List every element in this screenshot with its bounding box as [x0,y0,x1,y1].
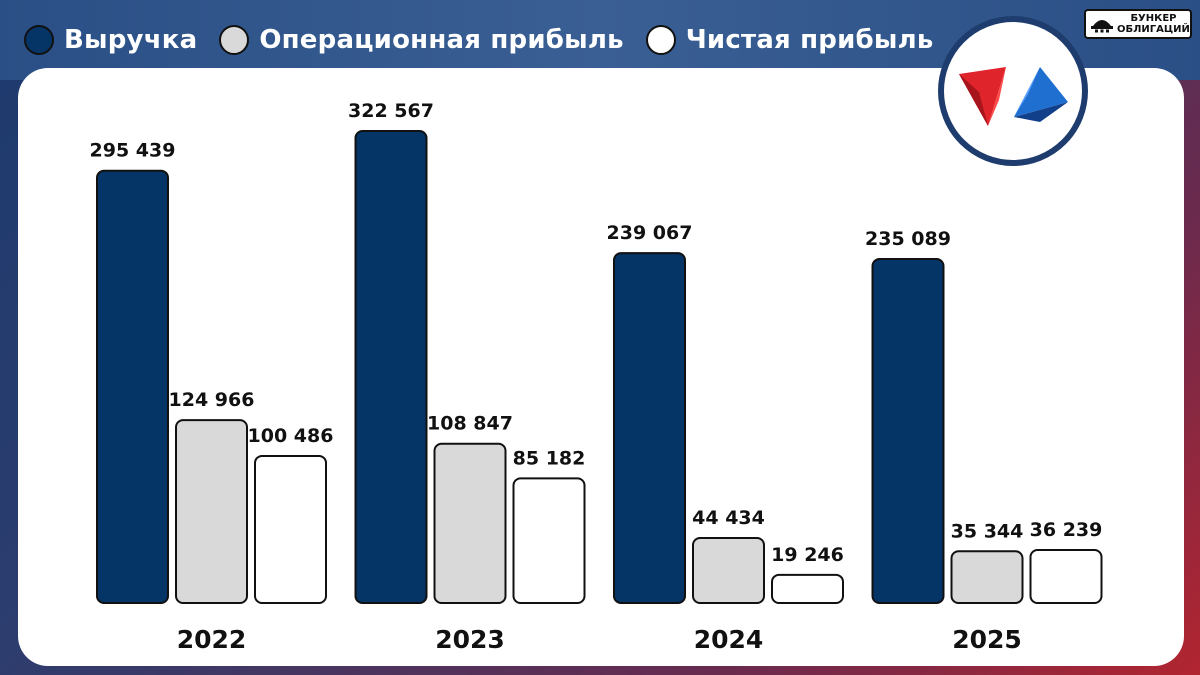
x-tick-label-2024: 2024 [694,625,764,654]
data-label-operating-profit-2025: 35 344 [951,520,1024,542]
legend: Выручка Операционная прибыль Чистая приб… [24,18,955,62]
data-label-revenue-2023: 322 567 [348,100,434,122]
bar-net-profit-2025 [1029,548,1103,604]
x-tick-label-2022: 2022 [177,625,247,654]
data-label-operating-profit-2024: 44 434 [692,507,765,529]
bar-net-profit-2023 [512,477,586,604]
legend-label-revenue: Выручка [64,25,198,55]
brand-badge: БУНКЕР ОБЛИГАЦИЙ [1084,9,1192,39]
legend-label-operating-profit: Операционная прибыль [259,25,624,55]
legend-label-net-profit: Чистая прибыль [685,25,934,55]
legend-swatch-net-profit [645,25,676,55]
bar-operating-profit-2024 [692,536,765,605]
data-label-net-profit-2022: 100 486 [248,425,334,447]
brand-line-1: БУНКЕР [1130,13,1177,24]
bar-net-profit-2024 [771,573,844,605]
legend-item-net-profit: Чистая прибыль [645,25,934,55]
data-label-net-profit-2024: 19 246 [771,544,844,566]
legend-swatch-operating-profit [219,25,250,55]
brand-line-2: ОБЛИГАЦИЙ [1117,24,1190,35]
company-logo [938,16,1088,166]
bar-net-profit-2022 [254,454,327,605]
data-label-operating-profit-2023: 108 847 [427,413,513,435]
bar-operating-profit-2022 [175,419,248,605]
data-label-revenue-2022: 295 439 [90,140,176,162]
bar-operating-profit-2023 [433,442,507,604]
red-blue-triangles-logo-icon [959,67,1068,126]
data-label-net-profit-2025: 36 239 [1030,519,1103,541]
bar-revenue-2024 [613,252,686,604]
bar-revenue-2023 [354,130,428,604]
data-label-operating-profit-2022: 124 966 [169,389,255,411]
x-tick-label-2025: 2025 [952,625,1022,654]
legend-item-operating-profit: Операционная прибыль [219,25,624,55]
data-label-net-profit-2023: 85 182 [513,447,586,469]
brand-text: БУНКЕР ОБЛИГАЦИЙ [1117,13,1190,35]
bar-operating-profit-2025 [950,550,1024,604]
legend-swatch-revenue [24,25,54,55]
data-label-revenue-2024: 239 067 [607,222,693,244]
bar-revenue-2025 [871,258,945,604]
bunker-icon [1091,20,1113,33]
x-tick-label-2023: 2023 [435,625,505,654]
bar-revenue-2022 [96,169,169,604]
data-label-revenue-2025: 235 089 [865,228,951,250]
legend-item-revenue: Выручка [24,25,197,55]
